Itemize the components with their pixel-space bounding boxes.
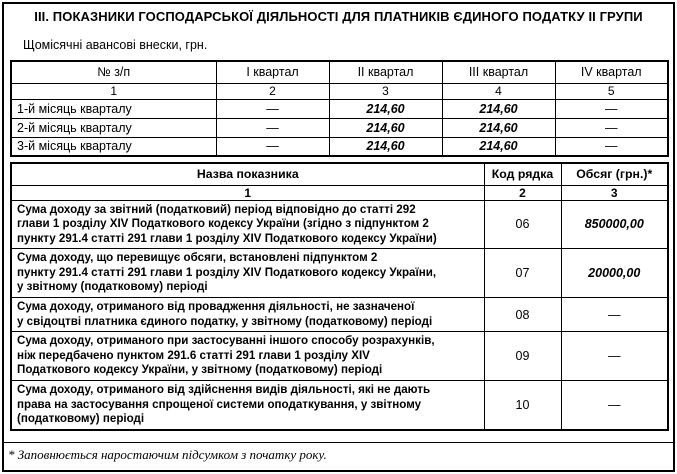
column-number: 1	[10, 82, 217, 100]
column-number: 2	[483, 184, 562, 201]
row-code-cell: 07	[483, 248, 562, 299]
indicator-description: Сума доходу, отриманого при застосуванні…	[10, 331, 485, 382]
column-header-row-code: Код рядка	[483, 162, 562, 186]
column-number: 4	[441, 82, 556, 100]
indicators-table-header-row: Назва показника Код рядка Обсяг (грн.)*	[10, 162, 669, 186]
value-cell: —	[554, 98, 669, 119]
column-number: 3	[328, 82, 443, 100]
indicators-table-column-numbers-row: 1 2 3	[10, 184, 669, 201]
value-cell: —	[215, 117, 330, 138]
footnote-separator	[4, 441, 673, 443]
section-title: III. ПОКАЗНИКИ ГОСПОДАРСЬКОЇ ДІЯЛЬНОСТІ …	[34, 9, 643, 24]
column-header-quarter-2: II квартал	[328, 60, 443, 84]
row-label: 3-й місяць кварталу	[10, 136, 217, 157]
table-row-month-2: 2-й місяць кварталу — 214,60 214,60 —	[10, 117, 669, 138]
value-cell: —	[215, 98, 330, 119]
column-header-indicator-name: Назва показника	[10, 162, 485, 186]
row-code-cell: 10	[483, 380, 562, 431]
column-header-quarter-1: I квартал	[215, 60, 330, 84]
column-header-amount: Обсяг (грн.)*	[560, 162, 669, 186]
value-cell: —	[215, 136, 330, 157]
value-cell: 214,60	[328, 117, 443, 138]
table-row-code-10: Сума доходу, отриманого від здійснення в…	[10, 380, 669, 431]
subtitle-monthly-advances: Щомісячні авансові внески, грн.	[23, 38, 208, 52]
amount-cell: 850000,00	[560, 199, 669, 250]
table-row-code-09: Сума доходу, отриманого при застосуванні…	[10, 331, 669, 382]
column-number: 5	[554, 82, 669, 100]
value-cell: —	[554, 136, 669, 157]
column-header-quarter-3: III квартал	[441, 60, 556, 84]
row-label: 1-й місяць кварталу	[10, 98, 217, 119]
column-header-number: № з/п	[10, 60, 217, 84]
value-cell: —	[554, 117, 669, 138]
column-number: 3	[560, 184, 669, 201]
table-row-code-07: Сума доходу, що перевищує обсяги, встано…	[10, 248, 669, 299]
column-header-quarter-4: IV квартал	[554, 60, 669, 84]
value-cell: 214,60	[328, 136, 443, 157]
advance-payments-table: № з/п I квартал II квартал III квартал I…	[10, 60, 669, 157]
table-row-code-06: Сума доходу за звітний (податковий) пері…	[10, 199, 669, 250]
row-label: 2-й місяць кварталу	[10, 117, 217, 138]
table-row-month-1: 1-й місяць кварталу — 214,60 214,60 —	[10, 98, 669, 119]
indicator-description: Сума доходу за звітний (податковий) пері…	[10, 199, 485, 250]
table-row-code-08: Сума доходу, отриманого від провадження …	[10, 297, 669, 333]
table-row-month-3: 3-й місяць кварталу — 214,60 214,60 —	[10, 136, 669, 157]
column-number: 1	[10, 184, 485, 201]
amount-cell: —	[560, 331, 669, 382]
value-cell: 214,60	[441, 117, 556, 138]
column-number: 2	[215, 82, 330, 100]
amount-cell: 20000,00	[560, 248, 669, 299]
amount-cell: —	[560, 380, 669, 431]
advance-table-column-numbers-row: 1 2 3 4 5	[10, 82, 669, 100]
indicators-table: Назва показника Код рядка Обсяг (грн.)* …	[10, 162, 669, 431]
value-cell: 214,60	[328, 98, 443, 119]
value-cell: 214,60	[441, 136, 556, 157]
row-code-cell: 08	[483, 297, 562, 333]
indicator-description: Сума доходу, отриманого від здійснення в…	[10, 380, 485, 431]
indicator-description: Сума доходу, що перевищує обсяги, встано…	[10, 248, 485, 299]
indicator-description: Сума доходу, отриманого від провадження …	[10, 297, 485, 333]
value-cell: 214,60	[441, 98, 556, 119]
row-code-cell: 09	[483, 331, 562, 382]
amount-cell: —	[560, 297, 669, 333]
row-code-cell: 06	[483, 199, 562, 250]
footnote: * Заповнюється наростаючим підсумком з п…	[8, 446, 327, 462]
advance-table-header-row: № з/п I квартал II квартал III квартал I…	[10, 60, 669, 84]
